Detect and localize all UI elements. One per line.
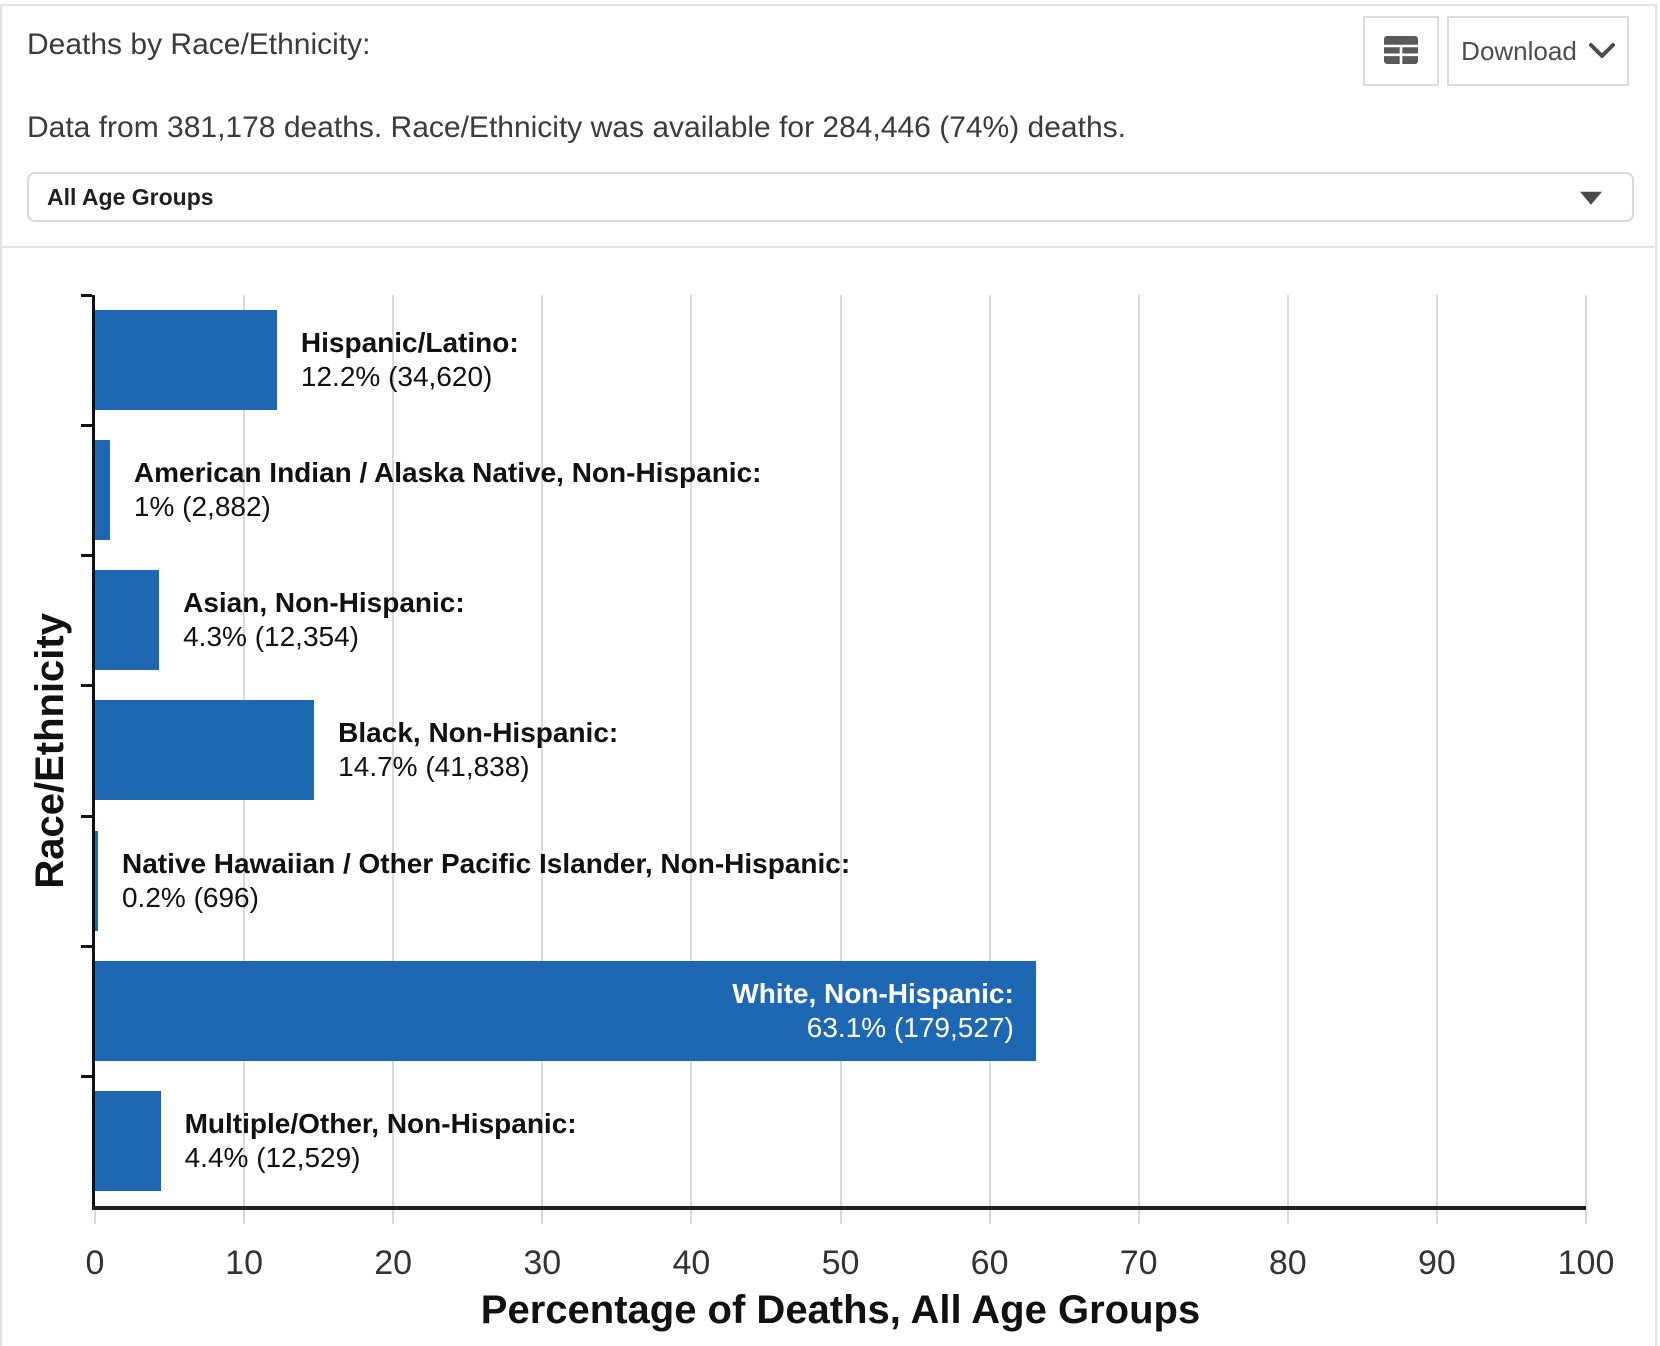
x-axis-tick-labels: 0 10 20 30 40 50 60 70 80 90 100 xyxy=(86,1244,1615,1284)
chevron-down-icon xyxy=(1588,36,1615,67)
download-button[interactable]: Download xyxy=(1447,16,1629,86)
x-tick-label: 40 xyxy=(672,1244,711,1282)
gridline xyxy=(94,1210,96,1224)
y-tick xyxy=(81,424,92,428)
bar-label-value: 4.3% (12,354) xyxy=(183,621,359,653)
bar-chart: Race/Ethnicity Hispanic/Latino: 12.2% (34… xyxy=(2,248,1655,1344)
bar-label: Black, Non-Hispanic: 14.7% (41,838) xyxy=(338,716,618,784)
y-axis-title: Race/Ethnicity xyxy=(28,612,72,889)
subtitle: Data from 381,178 deaths. Race/Ethnicity… xyxy=(27,111,1126,144)
bar-row: Hispanic/Latino: 12.2% (34,620) xyxy=(95,295,1586,425)
bar[interactable] xyxy=(95,570,160,671)
gridline xyxy=(392,295,395,1224)
bar-label: White, Non-Hispanic: 63.1% (179,527) xyxy=(732,977,1014,1045)
gridline xyxy=(690,295,693,1224)
bar-label-name: Asian, Non-Hispanic: xyxy=(183,587,465,619)
bar-label-value: 12.2% (34,620) xyxy=(300,361,493,393)
y-tick xyxy=(81,554,92,558)
toolbar: Download xyxy=(1363,16,1629,86)
gridline xyxy=(1585,295,1587,1224)
bar[interactable] xyxy=(95,830,98,931)
bar-row: Multiple/Other, Non-Hispanic: 4.4% (12,52… xyxy=(95,1076,1586,1206)
y-tick xyxy=(81,814,92,818)
y-axis-line xyxy=(92,295,95,1206)
deaths-by-race-panel: Deaths by Race/Ethnicity: Download xyxy=(0,4,1657,1346)
x-tick-label: 50 xyxy=(821,1244,860,1282)
bar-label-name: White, Non-Hispanic: xyxy=(732,977,1014,1009)
data-table-button[interactable] xyxy=(1363,16,1439,86)
caret-down-icon xyxy=(1580,191,1602,205)
x-tick-label: 100 xyxy=(1557,1244,1615,1282)
bar[interactable] xyxy=(95,310,277,411)
x-tick-label: 0 xyxy=(85,1244,105,1282)
bar[interactable] xyxy=(95,700,315,801)
bar-label-name: Hispanic/Latino: xyxy=(300,327,519,359)
x-tick-label: 20 xyxy=(374,1244,413,1282)
age-group-select-value: All Age Groups xyxy=(47,183,214,210)
bar-label: American Indian / Alaska Native, Non-His… xyxy=(134,456,762,524)
plot-area: Hispanic/Latino: 12.2% (34,620) American I… xyxy=(81,294,1587,1224)
gridline xyxy=(1435,295,1438,1224)
x-tick-label: 10 xyxy=(225,1244,264,1282)
bar-row: White, Non-Hispanic: 63.1% (179,527) xyxy=(95,946,1586,1076)
bar-label: Asian, Non-Hispanic: 4.3% (12,354) xyxy=(183,586,465,654)
bar[interactable] xyxy=(95,440,110,541)
page-title: Deaths by Race/Ethnicity: xyxy=(27,28,371,61)
bar-label-name: Black, Non-Hispanic: xyxy=(338,717,619,749)
bar-label-value: 14.7% (41,838) xyxy=(338,751,530,783)
bar-label-name: Native Hawaiian / Other Pacific Islander… xyxy=(121,847,851,879)
bar-label-value: 63.1% (179,527) xyxy=(806,1011,1014,1043)
bar[interactable] xyxy=(95,960,1036,1061)
x-axis-line xyxy=(92,1206,1586,1210)
bar[interactable] xyxy=(95,1090,161,1191)
age-group-select[interactable]: All Age Groups xyxy=(27,172,1634,222)
bar-label-value: 0.2% (696) xyxy=(121,881,259,913)
bar-label-name: Multiple/Other, Non-Hispanic: xyxy=(184,1107,577,1139)
y-tick xyxy=(81,684,92,688)
chart-header: Deaths by Race/Ethnicity: Download xyxy=(2,6,1655,248)
bar-row: Native Hawaiian / Other Pacific Islander… xyxy=(95,816,1586,946)
gridline xyxy=(839,295,842,1224)
bar-row: Asian, Non-Hispanic: 4.3% (12,354) xyxy=(95,555,1586,685)
gridline xyxy=(541,295,544,1224)
gridline xyxy=(1137,295,1140,1224)
gridline xyxy=(1286,295,1289,1224)
y-tick xyxy=(81,1074,92,1078)
x-tick-label: 80 xyxy=(1268,1244,1307,1282)
download-label: Download xyxy=(1461,35,1577,66)
table-icon xyxy=(1383,35,1419,68)
bar-row: Black, Non-Hispanic: 14.7% (41,838) xyxy=(95,685,1586,815)
x-axis-title: Percentage of Deaths, All Age Groups xyxy=(480,1288,1201,1332)
x-tick-label: 30 xyxy=(523,1244,562,1282)
bar-label-value: 4.4% (12,529) xyxy=(184,1141,361,1173)
x-tick-label: 70 xyxy=(1119,1244,1158,1282)
bar-label: Hispanic/Latino: 12.2% (34,620) xyxy=(301,326,519,394)
y-tick xyxy=(81,294,92,297)
x-tick-label: 90 xyxy=(1417,1244,1456,1282)
bar-label-value: 1% (2,882) xyxy=(133,491,271,523)
bar-label: Native Hawaiian / Other Pacific Islander… xyxy=(122,847,850,915)
bar-row: American Indian / Alaska Native, Non-His… xyxy=(95,425,1586,555)
y-tick xyxy=(81,944,92,948)
x-tick-label: 60 xyxy=(970,1244,1009,1282)
bar-label-name: American Indian / Alaska Native, Non-His… xyxy=(133,457,762,489)
bar-label: Multiple/Other, Non-Hispanic: 4.4% (12,52… xyxy=(185,1107,577,1175)
gridline xyxy=(988,295,991,1224)
